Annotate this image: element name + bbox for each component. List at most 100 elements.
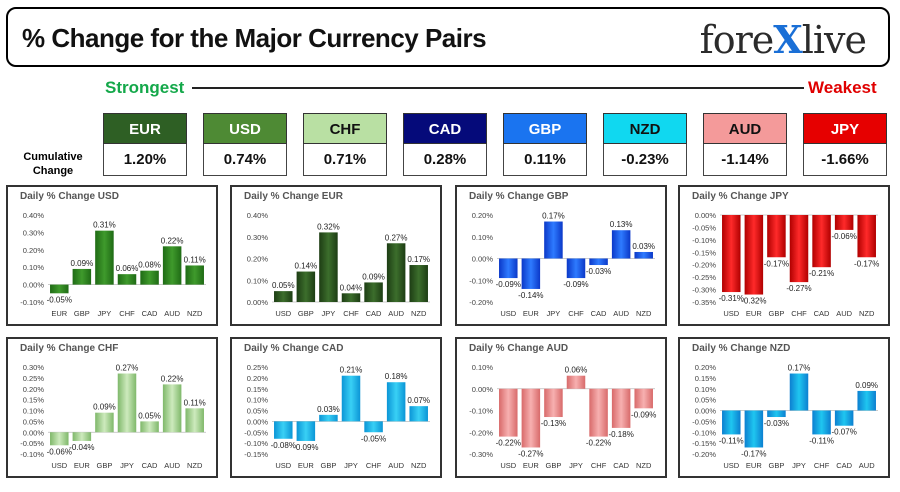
bar-chart-svg: 0.10%0.00%-0.10%-0.20%-0.30%-0.22%USD-0.… (469, 363, 656, 470)
y-tick-label: 0.05% (23, 417, 45, 426)
y-tick-label: -0.30% (469, 450, 493, 459)
currency-box-aud: AUD -1.14% (703, 113, 787, 176)
y-tick-label: 0.15% (247, 385, 269, 394)
bar-jpy (566, 375, 586, 389)
data-label: 0.09% (855, 381, 878, 390)
data-label: 0.03% (317, 405, 340, 414)
data-label: 0.06% (565, 366, 588, 375)
y-tick-label: 0.10% (472, 233, 494, 242)
bar-aud (611, 230, 631, 259)
x-category-label: CHF (568, 309, 584, 318)
y-tick-label: 0.15% (695, 374, 717, 383)
currency-box-cad: CAD 0.28% (403, 113, 487, 176)
data-label: 0.09% (362, 272, 385, 281)
data-label: 0.27% (116, 364, 139, 373)
y-tick-label: -0.05% (244, 428, 268, 437)
data-label: -0.32% (741, 297, 766, 306)
data-label: -0.17% (764, 259, 789, 268)
x-category-label: USD (275, 309, 291, 318)
currency-cumulative-value: 0.28% (403, 144, 487, 176)
bar-eur (72, 432, 92, 441)
bar-gbp (72, 268, 92, 285)
bar-chf (117, 274, 137, 285)
x-category-label: JPY (120, 461, 134, 470)
y-tick-label: 0.30% (23, 228, 45, 237)
currency-cumulative-value: -1.14% (703, 144, 787, 176)
y-tick-label: 0.25% (247, 363, 269, 372)
data-label: 0.11% (184, 398, 206, 407)
y-tick-label: 0.00% (23, 281, 45, 290)
y-tick-label: 0.10% (23, 263, 45, 272)
bar-nzd (185, 408, 204, 433)
y-tick-label: 0.30% (247, 233, 269, 242)
data-label: 0.22% (161, 374, 184, 383)
y-tick-label: 0.05% (247, 407, 269, 416)
bar-aud (386, 243, 406, 302)
y-tick-label: -0.10% (469, 407, 493, 416)
title-box: % Change for the Major Currency Pairs fo… (6, 7, 890, 67)
y-tick-label: 0.10% (247, 396, 269, 405)
y-tick-label: -0.05% (692, 417, 716, 426)
bar-gbp (544, 388, 563, 418)
y-tick-label: 0.00% (23, 428, 45, 437)
chart-title: Daily % Change GBP (469, 191, 569, 202)
bar-chf (589, 388, 608, 437)
data-label: -0.08% (271, 441, 296, 450)
data-label: -0.21% (809, 269, 834, 278)
y-tick-label: 0.20% (472, 211, 494, 220)
y-tick-label: -0.20% (692, 450, 716, 459)
y-tick-label: 0.20% (23, 385, 45, 394)
currency-code: AUD (703, 113, 787, 144)
bar-cad (834, 410, 854, 426)
y-tick-label: 0.20% (695, 363, 717, 372)
chart-panel-3: Daily % Change JPY 0.00% -0.05% -0.10% -0.15… (678, 185, 890, 326)
currency-cumulative-value: 0.11% (503, 144, 587, 176)
x-category-label: NZD (636, 461, 652, 470)
bar-jpy (117, 373, 137, 433)
y-tick-label: -0.05% (20, 439, 44, 448)
chart-panel-6: Daily % Change AUD 0.10% 0.00% -0.10% -0.20%… (455, 337, 667, 478)
currency-code: CHF (303, 113, 387, 144)
bar-cad (140, 270, 159, 285)
x-category-label: CHF (591, 461, 607, 470)
data-label: -0.03% (764, 419, 789, 428)
data-label: 0.04% (340, 283, 363, 292)
bar-eur (521, 258, 541, 289)
chart-panel-7: Daily % Change NZD 0.20% 0.15% 0.10% 0.05% 0.… (678, 337, 890, 478)
x-category-label: CAD (142, 461, 158, 470)
data-label: -0.13% (541, 419, 566, 428)
data-label: 0.05% (272, 281, 295, 290)
x-category-label: JPY (792, 461, 806, 470)
y-tick-label: 0.20% (23, 246, 45, 255)
currency-box-gbp: GBP 0.11% (503, 113, 587, 176)
x-category-label: EUR (74, 461, 90, 470)
y-tick-label: -0.05% (692, 223, 716, 232)
chart-panel-5: Daily % Change CAD 0.25% 0.20% 0.15% 0.10% 0.… (230, 337, 442, 478)
currency-box-chf: CHF 0.71% (303, 113, 387, 176)
y-tick-label: -0.15% (692, 439, 716, 448)
bar-chart-svg: 0.20%0.10%0.00%-0.10%-0.20%-0.09%USD-0.1… (469, 211, 655, 318)
x-category-label: CHF (814, 461, 830, 470)
bar-jpy (319, 232, 338, 302)
chart-title: Daily % Change EUR (244, 191, 343, 202)
currency-code: USD (203, 113, 287, 144)
x-category-label: EUR (523, 309, 539, 318)
x-category-label: CAD (613, 461, 629, 470)
y-tick-label: -0.20% (692, 261, 716, 270)
cumulative-change-label: Cumulative Change (23, 151, 83, 177)
bar-nzd (634, 251, 653, 259)
data-label: 0.03% (632, 242, 655, 251)
bar-jpy (341, 375, 361, 422)
data-label: -0.22% (586, 439, 611, 448)
data-label: -0.11% (719, 436, 744, 445)
bar-usd (274, 421, 293, 439)
y-tick-label: 0.10% (695, 385, 717, 394)
data-label: -0.06% (831, 232, 856, 241)
x-category-label: NZD (411, 461, 427, 470)
bar-gbp (767, 410, 786, 418)
y-tick-label: 0.00% (695, 407, 717, 416)
y-tick-label: -0.10% (244, 439, 268, 448)
data-label: 0.22% (161, 236, 184, 245)
data-label: -0.09% (496, 280, 521, 289)
bar-gbp (319, 414, 338, 422)
